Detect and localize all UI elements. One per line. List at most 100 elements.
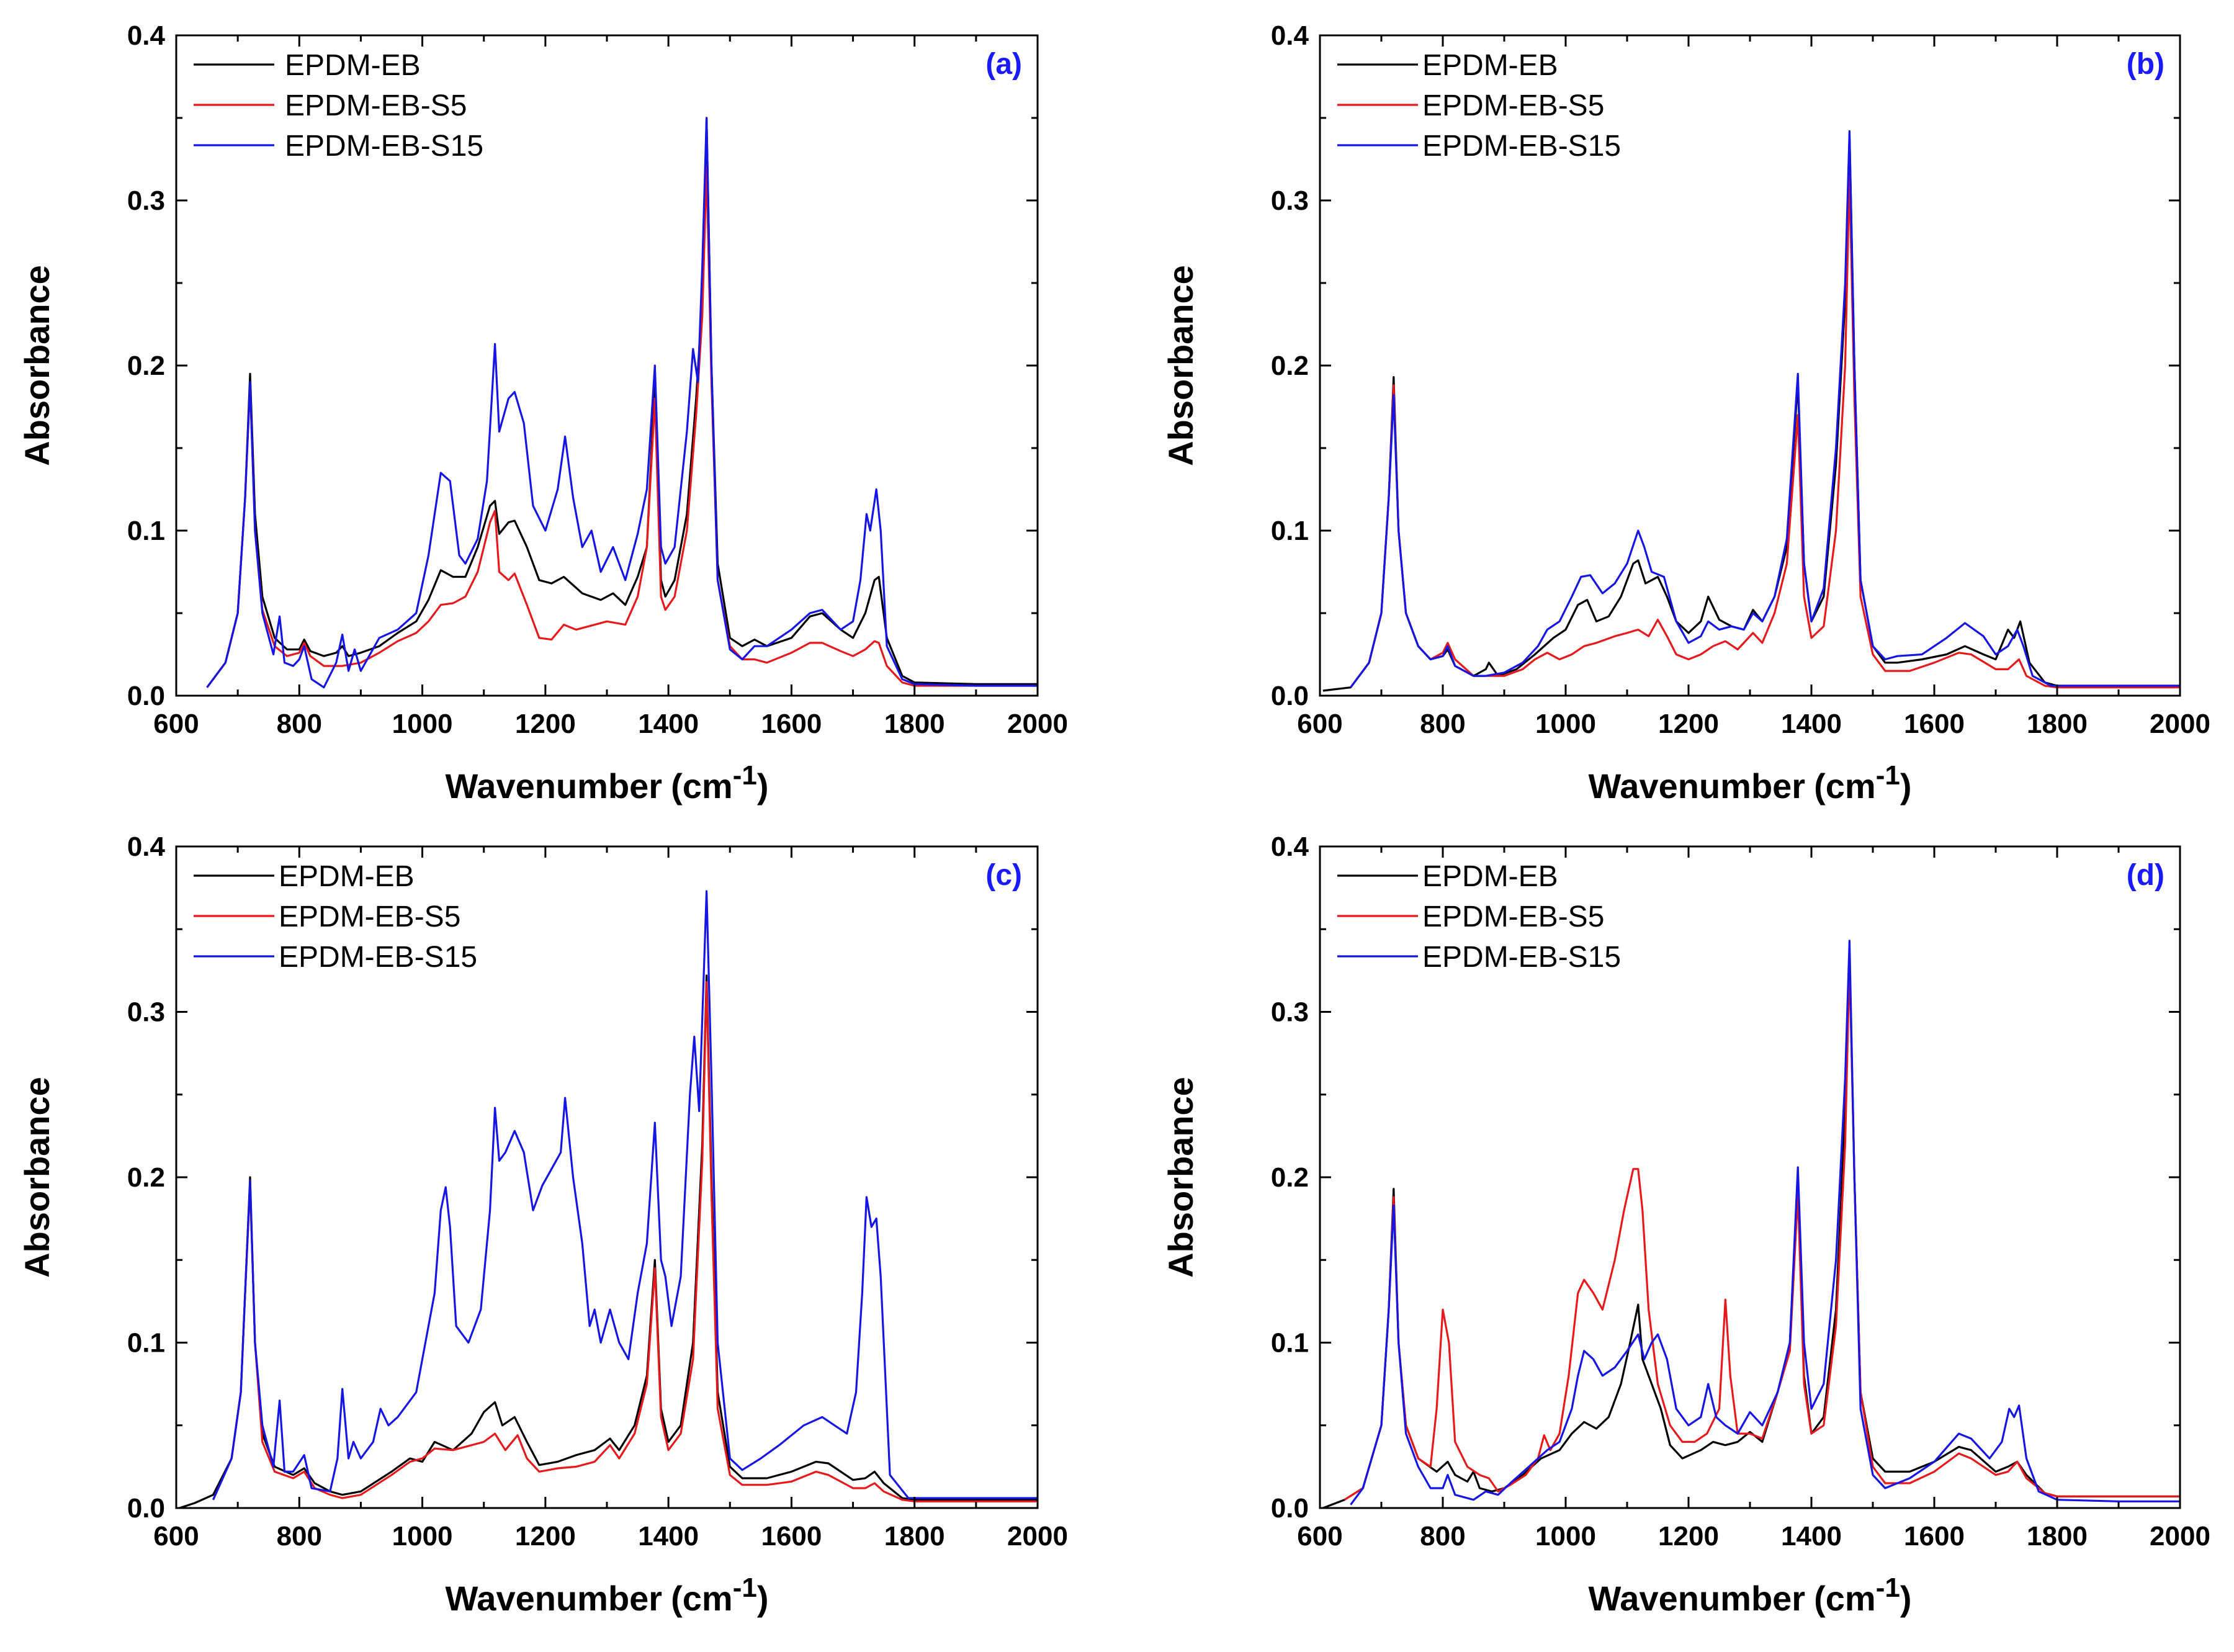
panel-d-x-tick-label: 800 [1420,1521,1465,1551]
panel-d: 600 800 1000 1200 1400 1600 1800 2000 0.0 0.1 0.2 0… [1161,832,2210,1618]
panel-b-x-axis-title-text: Wavenumber [1589,766,1806,806]
panel-a-x-tick-label: 1600 [761,709,822,739]
panel-b-x-tick-label: 1600 [1904,709,1965,739]
panel-d-x-tick-label: 600 [1297,1521,1342,1551]
panel-d-series-epdm-eb-s15 [1350,940,2180,1506]
panel-b-y-tick-label: 0.4 [1271,20,1309,51]
panel-b-x-axis-unit-sup: -1 [1876,760,1900,791]
panel-a-x-tick-label: 1400 [638,709,699,739]
panel-c-x-tick-label: 1600 [761,1521,822,1551]
panel-c-x-tick-label: 1400 [638,1521,699,1551]
panel-b-legend-label: EPDM-EB-S5 [1422,89,1604,122]
panel-a-legend-label: EPDM-EB-S5 [285,89,467,122]
panel-a-y-axis-title: Absorbance [17,265,56,466]
panel-c-legend-label: EPDM-EB-S15 [279,941,477,974]
panel-a-x-tick-label: 1200 [515,709,576,739]
panel-b-y-axis-title: Absorbance [1161,265,1200,466]
panel-c-series-epdm-eb [179,974,1038,1509]
panel-d-series-epdm-eb-s5 [1344,961,2180,1501]
panel-a-x-tick-label: 800 [277,709,322,739]
panel-b-x-tick-label: 800 [1420,709,1465,739]
panel-b-series [1322,130,2180,692]
panel-a-y-tick-label: 0.3 [127,186,165,216]
panel-a-legend: EPDM-EB EPDM-EB-S5 EPDM-EB-S15 [194,49,483,163]
panel-b-x-tick-label: 1400 [1781,709,1842,739]
panel-d-x-axis-title-text: Wavenumber [1589,1579,1806,1618]
panel-c-y-tick-label: 0.4 [127,832,166,862]
panel-d-x-axis-title: Wavenumber (cm-1) [1589,1573,1912,1618]
panel-d-x-tick-label: 1600 [1904,1521,1965,1551]
panel-b-y-tick-label: 0.3 [1271,186,1309,216]
panel-b-legend: EPDM-EB EPDM-EB-S5 EPDM-EB-S15 [1337,49,1621,163]
panel-c-y-tick-label: 0.0 [127,1493,165,1524]
panel-c-x-tick-label: 1200 [515,1521,576,1551]
panel-a-x-axis-unit-sup: -1 [733,760,757,791]
panel-d-y-tick-label: 0.4 [1271,832,1309,862]
panel-c-x-tick-label: 2000 [1007,1521,1068,1551]
panel-c-series-epdm-eb-s5 [212,981,1038,1502]
panel-d-series [1322,940,2180,1509]
panel-b-x-tick-label: 2000 [2150,709,2210,739]
panel-d-x-tick-label: 1400 [1781,1521,1842,1551]
panel-d-legend-label: EPDM-EB-S5 [1422,900,1604,933]
panel-b-y-tick-label: 0.1 [1271,516,1309,546]
panel-c-y-tick-label: 0.3 [127,997,165,1028]
panel-c-x-axis-unit-sup: -1 [733,1573,757,1603]
panel-a-x-tick-label: 1800 [884,709,945,739]
panel-c-legend-label: EPDM-EB [279,860,415,893]
panel-b-x-axis-title: Wavenumber (cm-1) [1589,760,1912,806]
panel-d-legend-label: EPDM-EB-S15 [1422,941,1621,974]
panel-b-series-epdm-eb [1322,133,2180,692]
panel-d-y-axis-title: Absorbance [1161,1077,1200,1278]
panel-d-x-tick-label: 2000 [2150,1521,2210,1551]
panel-d-y-tick-label: 0.0 [1271,1493,1309,1524]
panel-c: 600 800 1000 1200 1400 1600 1800 2000 0.0 0.1 0.2 0… [17,832,1068,1618]
panel-d-label: (d) [2127,859,2164,892]
panel-c-x-tick-label: 1000 [392,1521,453,1551]
panel-c-x-axis-unit: (cm [671,1579,733,1618]
panel-b-x-tick-label: 1800 [2027,709,2088,739]
panel-c-x-tick-label: 800 [277,1521,322,1551]
panel-d-x-axis-unit: (cm [1814,1579,1876,1618]
panel-d-y-tick-label: 0.2 [1271,1162,1309,1193]
panel-b-x-tick-label: 1000 [1535,709,1596,739]
panel-d-y-tick-label: 0.3 [1271,997,1309,1028]
panel-b-y-tick-label: 0.0 [1271,681,1309,711]
panel-c-legend: EPDM-EB EPDM-EB-S5 EPDM-EB-S15 [194,860,477,974]
panel-d-series-epdm-eb [1322,953,2180,1509]
panel-d-x-axis-unit-sup: -1 [1876,1573,1900,1603]
panel-c-label: (c) [985,859,1022,892]
panel-a-label: (a) [985,48,1022,81]
panel-b-label: (b) [2127,48,2164,81]
panel-a-y-tick-label: 0.0 [127,681,165,711]
panel-b-legend-label: EPDM-EB [1422,49,1558,82]
panel-d-legend: EPDM-EB EPDM-EB-S5 EPDM-EB-S15 [1337,860,1621,974]
panel-a-y-tick-label: 0.4 [127,20,166,51]
panel-a-x-axis-title-text: Wavenumber [446,766,663,806]
panel-b-series-epdm-eb-s5 [1350,174,2180,689]
panel-b-legend-label: EPDM-EB-S15 [1422,130,1621,163]
panel-b-x-tick-label: 1200 [1658,709,1719,739]
panel-b-series-epdm-eb-s15 [1350,130,2180,688]
panel-b-y-tick-label: 0.2 [1271,351,1309,381]
panel-b-x-tick-label: 600 [1297,709,1342,739]
panel-b-x-axis-unit: (cm [1814,766,1876,806]
panel-a-x-axis-unit: (cm [671,766,733,806]
panel-c-x-axis-title-text: Wavenumber [446,1579,663,1618]
panel-d-x-tick-label: 1000 [1535,1521,1596,1551]
panel-a-x-axis-title: Wavenumber (cm-1) [446,760,769,806]
panel-a-x-tick-label: 600 [153,709,199,739]
panel-a-series-epdm-eb [206,117,1038,688]
panel-a-series [206,117,1038,689]
panel-d-x-axis-unit-close: ) [1900,1579,1912,1618]
panel-c-legend-label: EPDM-EB-S5 [279,900,460,933]
panel-a-series-epdm-eb-s15 [206,117,1038,689]
panel-a: 600 800 1000 1200 1400 1600 1800 2000 0.0 0.1 0.2 0… [17,20,1068,806]
panel-c-x-axis-title: Wavenumber (cm-1) [446,1573,769,1618]
panel-d-x-tick-label: 1200 [1658,1521,1719,1551]
panel-a-legend-label: EPDM-EB-S15 [285,130,483,163]
panel-a-y-tick-label: 0.2 [127,351,165,381]
panel-d-x-tick-label: 1800 [2027,1521,2088,1551]
panel-a-x-axis-unit-close: ) [757,766,769,806]
